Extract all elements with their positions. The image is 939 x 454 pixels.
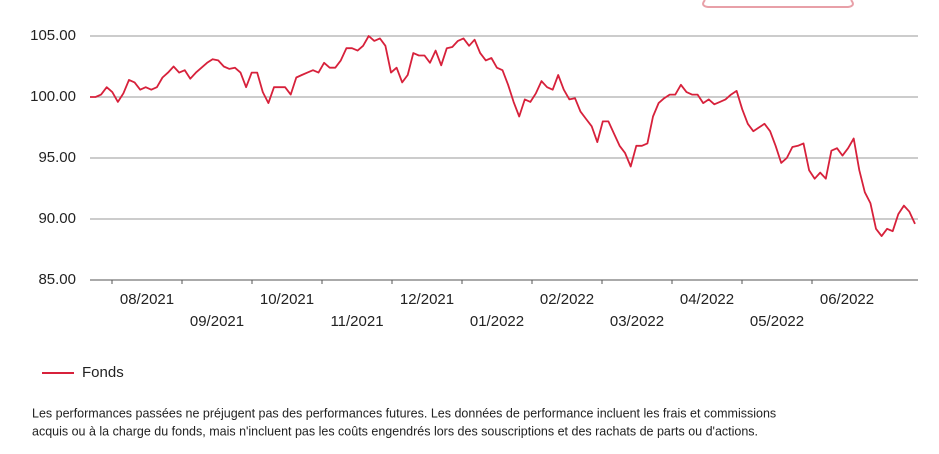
x-tick-label: 05/2022: [750, 313, 804, 330]
x-tick-label: 03/2022: [610, 313, 664, 330]
x-tick-label: 01/2022: [470, 313, 524, 330]
y-tick-label: 90.00: [38, 210, 76, 227]
y-tick-label: 100.00: [30, 88, 76, 105]
x-tick-label: 06/2022: [820, 291, 874, 308]
y-tick-label: 85.00: [38, 271, 76, 288]
x-tick-label: 09/2021: [190, 313, 244, 330]
y-tick-label: 95.00: [38, 149, 76, 166]
x-tick-label: 12/2021: [400, 291, 454, 308]
x-tick-label: 11/2021: [330, 313, 383, 330]
footnote: acquis ou à la charge du fonds, mais n'i…: [32, 424, 758, 438]
legend: Fonds: [42, 364, 124, 381]
x-tick-label: 08/2021: [120, 291, 174, 308]
data-line: [90, 35, 916, 237]
x-tick-label: 10/2021: [260, 291, 314, 308]
decoration: [702, 0, 854, 8]
legend-label: Fonds: [82, 364, 124, 381]
x-tick-label: 04/2022: [680, 291, 734, 308]
x-tick-label: 02/2022: [540, 291, 594, 308]
footnote: Les performances passées ne préjugent pa…: [32, 406, 776, 420]
y-tick-label: 105.00: [30, 27, 76, 44]
